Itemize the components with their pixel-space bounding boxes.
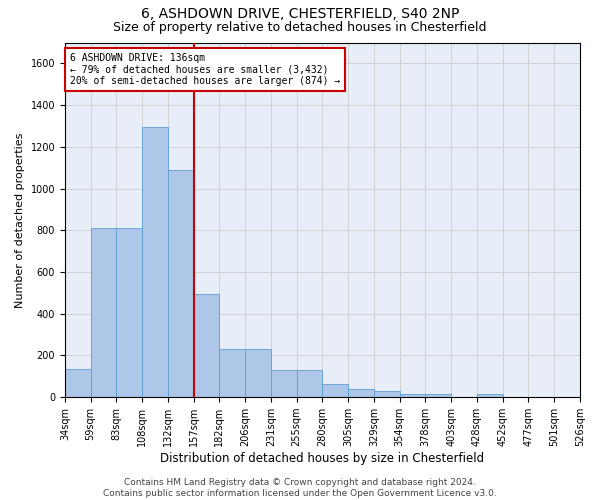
Bar xyxy=(271,370,296,397)
Bar xyxy=(322,384,348,397)
Bar xyxy=(220,349,245,397)
Bar xyxy=(477,394,503,397)
Bar xyxy=(245,349,271,397)
Bar xyxy=(65,369,91,397)
Bar xyxy=(194,294,220,397)
Bar xyxy=(374,391,400,397)
Bar xyxy=(425,394,451,397)
Text: Size of property relative to detached houses in Chesterfield: Size of property relative to detached ho… xyxy=(113,22,487,35)
Bar xyxy=(168,170,194,397)
Bar xyxy=(142,127,168,397)
Bar xyxy=(296,370,322,397)
Bar xyxy=(116,228,142,397)
Bar xyxy=(348,389,374,397)
Text: Contains HM Land Registry data © Crown copyright and database right 2024.
Contai: Contains HM Land Registry data © Crown c… xyxy=(103,478,497,498)
Bar xyxy=(91,228,116,397)
Text: 6 ASHDOWN DRIVE: 136sqm
← 79% of detached houses are smaller (3,432)
20% of semi: 6 ASHDOWN DRIVE: 136sqm ← 79% of detache… xyxy=(70,53,340,86)
Y-axis label: Number of detached properties: Number of detached properties xyxy=(15,132,25,308)
Bar xyxy=(400,394,425,397)
Text: 6, ASHDOWN DRIVE, CHESTERFIELD, S40 2NP: 6, ASHDOWN DRIVE, CHESTERFIELD, S40 2NP xyxy=(141,8,459,22)
X-axis label: Distribution of detached houses by size in Chesterfield: Distribution of detached houses by size … xyxy=(160,452,485,465)
